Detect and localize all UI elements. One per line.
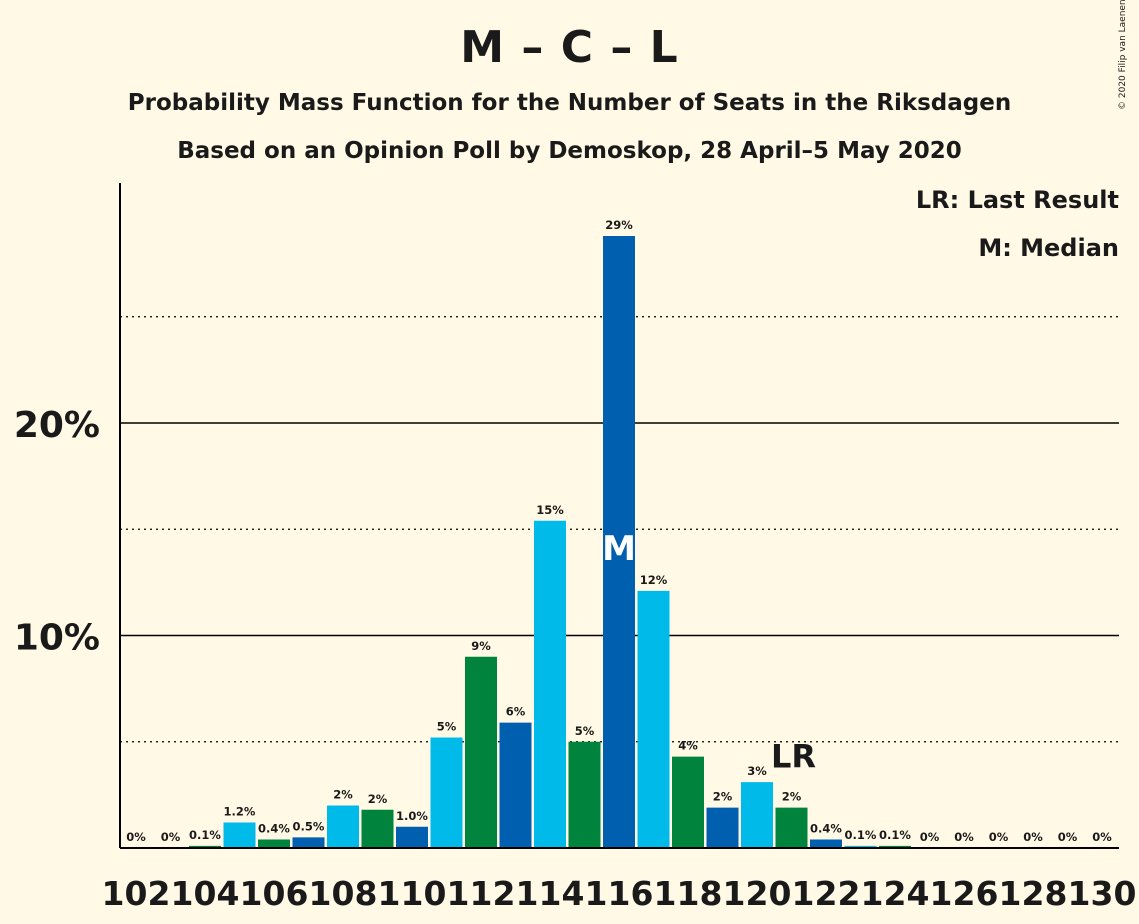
bar-106: [258, 839, 290, 848]
bar-119: [706, 807, 739, 848]
x-tick-label: 118: [654, 874, 723, 913]
x-tick-label: 102: [102, 874, 171, 913]
bar-118: [672, 756, 704, 848]
bar-104: [189, 845, 221, 848]
data-label-122: 0.4%: [810, 822, 842, 836]
data-label-107: 0.5%: [293, 819, 325, 833]
bar-115: [568, 741, 601, 848]
data-label-102: 0%: [126, 830, 146, 844]
bar-110: [396, 826, 428, 848]
data-label-120: 3%: [747, 764, 767, 778]
bar-124: [879, 845, 911, 848]
data-label-118: 4%: [678, 739, 698, 753]
bar-111: [430, 737, 463, 848]
data-label-106: 0.4%: [258, 822, 290, 836]
data-label-117: 12%: [640, 573, 668, 587]
x-tick-label: 108: [309, 874, 378, 913]
bar-122: [810, 839, 842, 848]
data-label-103: 0%: [161, 830, 181, 844]
data-label-112: 9%: [471, 639, 491, 653]
bar-109: [361, 809, 394, 848]
x-tick-label: 104: [171, 874, 240, 913]
y-tick-label: 20%: [14, 405, 100, 446]
x-tick-label: 122: [792, 874, 861, 913]
data-label-116: 29%: [605, 218, 633, 232]
x-tick-label: 110: [378, 874, 447, 913]
data-label-119: 2%: [713, 790, 733, 804]
x-tick-label: 106: [240, 874, 309, 913]
data-label-104: 0.1%: [189, 828, 221, 842]
x-tick-label: 112: [447, 874, 516, 913]
bar-121: [775, 807, 808, 848]
bar-120: [741, 782, 773, 848]
data-label-123: 0.1%: [845, 828, 877, 842]
data-label-113: 6%: [506, 705, 526, 719]
x-tick-label: 128: [999, 874, 1068, 913]
last-result-marker: LR: [771, 738, 816, 776]
x-tick-label: 116: [585, 874, 654, 913]
chart-subtitle-1: Probability Mass Function for the Number…: [127, 90, 1012, 116]
data-label-127: 0%: [989, 830, 1009, 844]
data-label-124: 0.1%: [879, 828, 911, 842]
data-label-110: 1.0%: [396, 809, 428, 823]
data-label-125: 0%: [920, 830, 940, 844]
bar-112: [465, 656, 497, 848]
median-marker: M: [602, 529, 636, 569]
x-tick-label: 114: [516, 874, 585, 913]
data-label-109: 2%: [368, 792, 388, 806]
x-tick-label: 120: [723, 874, 792, 913]
bar-105: [223, 822, 256, 848]
bar-114: [534, 520, 566, 848]
data-label-130: 0%: [1092, 830, 1112, 844]
data-label-126: 0%: [954, 830, 974, 844]
data-label-121: 2%: [782, 790, 802, 804]
data-label-114: 15%: [536, 503, 564, 517]
data-label-108: 2%: [333, 788, 353, 802]
data-label-128: 0%: [1023, 830, 1043, 844]
legend-last-result: LR: Last Result: [915, 186, 1119, 214]
x-tick-label: 130: [1068, 874, 1137, 913]
bar-113: [499, 722, 532, 848]
bar-107: [292, 837, 325, 848]
data-label-129: 0%: [1058, 830, 1078, 844]
y-tick-label: 10%: [14, 618, 100, 659]
legend-median: M: Median: [978, 234, 1119, 262]
data-label-111: 5%: [437, 720, 457, 734]
bar-116: [603, 236, 635, 848]
data-label-105: 1.2%: [224, 805, 256, 819]
chart-subtitle-2: Based on an Opinion Poll by Demoskop, 28…: [177, 138, 962, 164]
x-tick-label: 124: [861, 874, 930, 913]
bar-108: [327, 805, 359, 848]
bar-117: [637, 590, 670, 848]
bar-123: [844, 845, 877, 848]
x-tick-label: 126: [930, 874, 999, 913]
data-label-115: 5%: [575, 724, 595, 738]
chart-title: M – C – L: [460, 22, 679, 73]
